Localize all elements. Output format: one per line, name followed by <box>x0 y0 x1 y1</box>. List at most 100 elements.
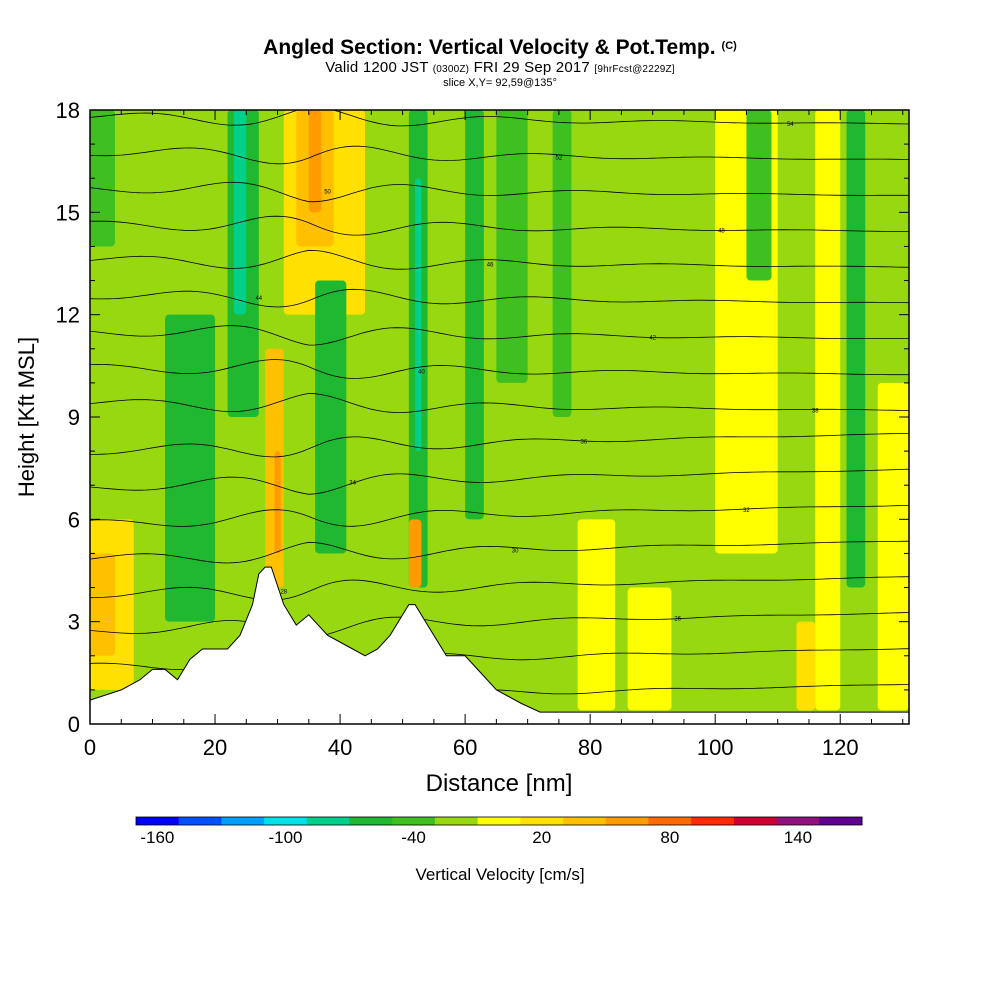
isentrope-line <box>90 249 909 270</box>
isentrope-line <box>90 181 909 203</box>
velocity-plume <box>577 519 616 711</box>
isentrope-label: 50 <box>324 189 331 195</box>
isentrope-line <box>90 325 909 346</box>
isentrope-line <box>90 433 909 458</box>
y-tick-label: 15 <box>56 200 80 225</box>
velocity-plume <box>552 110 572 417</box>
colorbar-frame <box>135 816 863 826</box>
valid-date: FRI 29 Sep 2017 <box>473 59 590 76</box>
velocity-plume <box>796 621 816 711</box>
chart-title-suffix: (C) <box>721 40 737 52</box>
velocity-plume <box>496 110 528 383</box>
x-tick-label: 100 <box>697 735 734 760</box>
colorbar-tick-label: 140 <box>784 828 812 847</box>
velocity-plume <box>746 110 772 281</box>
colorbar-swatch <box>136 817 180 825</box>
isentrope-line <box>90 540 909 564</box>
x-tick-label: 120 <box>822 735 859 760</box>
valid-utc: (0300Z) <box>432 64 470 75</box>
isentrope-line <box>90 359 909 379</box>
x-tick-label: 20 <box>203 735 227 760</box>
colorbar-swatch <box>264 817 308 825</box>
chart-title: Angled Section: Vertical Velocity & Pot.… <box>0 36 1000 60</box>
x-tick-label: 0 <box>84 735 96 760</box>
colorbar-swatch <box>221 817 265 825</box>
y-tick-label: 6 <box>68 507 80 532</box>
isentrope-contours: 2224262830323436384042444648505254 <box>90 110 909 707</box>
velocity-plume <box>90 553 116 656</box>
isentrope-label: 54 <box>787 122 794 128</box>
isentrope-line <box>90 612 909 639</box>
isentrope-label: 44 <box>255 296 262 302</box>
isentrope-label: 46 <box>487 262 494 268</box>
colorbar-swatch <box>434 817 479 825</box>
colorbar-tick-label: 20 <box>532 828 551 847</box>
velocity-field <box>90 110 909 711</box>
colorbar-tick-label: -160 <box>140 828 174 847</box>
colorbar-tick-label: -100 <box>268 828 302 847</box>
colorbar-swatch <box>691 817 735 825</box>
colorbar-swatch <box>349 817 393 825</box>
colorbar-swatch <box>819 817 863 825</box>
colorbar-swatch <box>733 817 778 825</box>
y-tick-label: 3 <box>68 610 80 635</box>
isentrope-line <box>90 576 909 601</box>
colorbar-swatch <box>392 817 436 825</box>
terrain <box>89 566 910 725</box>
forecast-info: [9hrFcst@2229Z] <box>594 64 675 75</box>
isentrope-line <box>90 468 909 495</box>
chart-title-text: Angled Section: Vertical Velocity & Pot.… <box>263 36 716 59</box>
x-axis-label: Distance [nm] <box>426 770 573 797</box>
velocity-plume <box>233 110 247 315</box>
colorbar-swatch <box>520 817 564 825</box>
colorbar-tick-label: 80 <box>660 828 679 847</box>
isentrope-label: 32 <box>743 508 750 514</box>
isentrope-line <box>90 392 909 413</box>
isentrope-label: 34 <box>349 481 356 487</box>
isentrope-line <box>90 215 909 236</box>
y-tick-label: 12 <box>56 303 80 328</box>
isentrope-label: 42 <box>649 335 656 341</box>
isentrope-line <box>90 110 909 127</box>
velocity-plume <box>846 110 866 588</box>
colorbar-swatch <box>178 817 222 825</box>
velocity-plume <box>465 110 484 520</box>
isentrope-label: 38 <box>812 409 819 415</box>
x-tick-label: 60 <box>453 735 477 760</box>
velocity-plume <box>408 519 422 588</box>
colorbar: -160 -100 -40 20 80 140 <box>135 816 863 847</box>
x-tick-label: 80 <box>578 735 602 760</box>
velocity-plume <box>415 178 422 452</box>
y-tick-label: 0 <box>68 712 80 737</box>
isentrope-label: 28 <box>280 589 287 595</box>
velocity-plume <box>877 382 909 711</box>
isentrope-line <box>90 288 909 308</box>
velocity-plume <box>315 280 347 554</box>
y-tick-label: 9 <box>68 405 80 430</box>
velocity-plume <box>815 110 841 711</box>
velocity-plume <box>165 314 216 622</box>
isentrope-label: 36 <box>581 440 588 446</box>
velocity-plume <box>274 451 281 554</box>
y-axis-label: Height [Kft MSL] <box>14 337 39 497</box>
colorbar-tick-label: -40 <box>401 828 426 847</box>
velocity-plume <box>308 110 322 213</box>
isentrope-label: 30 <box>512 549 519 555</box>
isentrope-label: 48 <box>718 229 725 235</box>
colorbar-swatch <box>776 817 820 825</box>
colorbar-swatch <box>648 817 692 825</box>
colorbar-swatch <box>563 817 607 825</box>
colorbar-swatch <box>605 817 649 825</box>
slice-info: slice X,Y= 92,59@135° <box>443 77 557 89</box>
x-tick-label: 40 <box>328 735 352 760</box>
colorbar-swatch <box>477 817 521 825</box>
velocity-plume <box>627 587 672 711</box>
isentrope-label: 26 <box>674 617 681 623</box>
y-tick-label: 18 <box>56 98 80 123</box>
valid-prefix: Valid 1200 JST <box>325 59 429 76</box>
colorbar-label: Vertical Velocity [cm/s] <box>415 865 584 884</box>
isentrope-line <box>90 145 909 165</box>
colorbar-swatch <box>306 817 351 825</box>
